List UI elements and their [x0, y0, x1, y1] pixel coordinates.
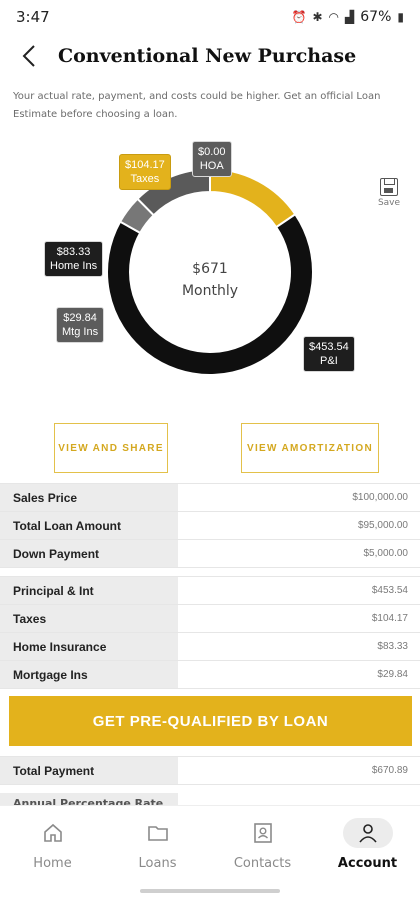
get-prequalified-button[interactable]: GET PRE-QUALIFIED BY LOAN	[9, 696, 412, 746]
battery-level: 67%	[360, 9, 392, 25]
pi-callout: $453.54 P&I	[303, 336, 355, 372]
home-ins-callout: $83.33 Home Ins	[44, 241, 104, 277]
battery-icon: ▮	[397, 10, 404, 24]
nav-label: Account	[337, 856, 398, 871]
donut-svg	[106, 167, 314, 376]
nav-item-home[interactable]: Home	[0, 806, 105, 880]
chart-center: $671 Monthly	[150, 258, 270, 302]
save-label: Save	[377, 198, 401, 208]
signal-icon: ▟	[345, 10, 355, 24]
view-and-share-button[interactable]: VIEW AND SHARE	[54, 423, 168, 473]
person-icon	[342, 818, 393, 848]
chevron-left-icon	[22, 45, 35, 67]
taxes-callout: $104.17 Taxes	[119, 154, 171, 190]
nav-label: Home	[33, 856, 72, 871]
contact-card-icon	[238, 818, 288, 848]
table-row: Mortgage Ins $29.84	[0, 661, 420, 689]
donut-slice-taxes	[209, 167, 297, 229]
bottom-navigation: Home Loans Contacts Account	[0, 805, 420, 880]
back-button[interactable]	[0, 36, 58, 76]
folder-icon	[133, 818, 183, 848]
nav-label: Loans	[138, 856, 177, 871]
nav-item-contacts[interactable]: Contacts	[210, 806, 315, 880]
alarm-icon: ⏰	[291, 10, 307, 24]
table-row: Down Payment $5,000.00	[0, 540, 420, 568]
table-row: Sales Price $100,000.00	[0, 484, 420, 512]
table-row: Home Insurance $83.33	[0, 633, 420, 661]
save-icon	[380, 178, 398, 196]
status-icons: ⏰ ✱ ◠ ▟ 67% ▮	[292, 9, 404, 25]
monthly-amount: $671	[192, 261, 228, 277]
monthly-label: Monthly	[181, 283, 239, 299]
donut-slice-p-i	[106, 212, 314, 376]
status-bar: 3:47 ⏰ ✱ ◠ ▟ 67% ▮	[0, 0, 420, 34]
home-icon	[28, 818, 78, 848]
payment-breakdown-table: Principal & Int $453.54 Taxes $104.17 Ho…	[0, 576, 420, 689]
page-title: Conventional New Purchase	[58, 45, 357, 67]
gesture-bar	[140, 889, 280, 893]
view-amortization-button[interactable]: VIEW AMORTIZATION	[241, 423, 379, 473]
nav-label: Contacts	[233, 856, 292, 871]
total-payment-table: Total Payment $670.89	[0, 756, 420, 785]
wifi-icon: ◠	[328, 10, 340, 24]
mtg-ins-callout: $29.84 Mtg Ins	[56, 307, 105, 343]
disclaimer-text: Your actual rate, payment, and costs cou…	[13, 91, 381, 120]
payment-donut-chart: $671 Monthly $104.17 Taxes $0.00 HOA $83…	[0, 140, 420, 410]
nav-item-account[interactable]: Account	[315, 806, 420, 880]
app-header: Conventional New Purchase	[0, 36, 420, 76]
bluetooth-icon: ✱	[312, 10, 323, 24]
table-row: Total Loan Amount $95,000.00	[0, 512, 420, 540]
table-row: Total Payment $670.89	[0, 757, 420, 785]
partial-table-row: Annual Percentage Rate	[0, 793, 420, 805]
nav-item-loans[interactable]: Loans	[105, 806, 210, 880]
save-button[interactable]: Save	[371, 178, 407, 208]
hoa-callout: $0.00 HOA	[192, 141, 232, 177]
table-row: Principal & Int $453.54	[0, 577, 420, 605]
table-row: Taxes $104.17	[0, 605, 420, 633]
status-time: 3:47	[16, 8, 50, 26]
loan-summary-table: Sales Price $100,000.00 Total Loan Amoun…	[0, 483, 420, 568]
